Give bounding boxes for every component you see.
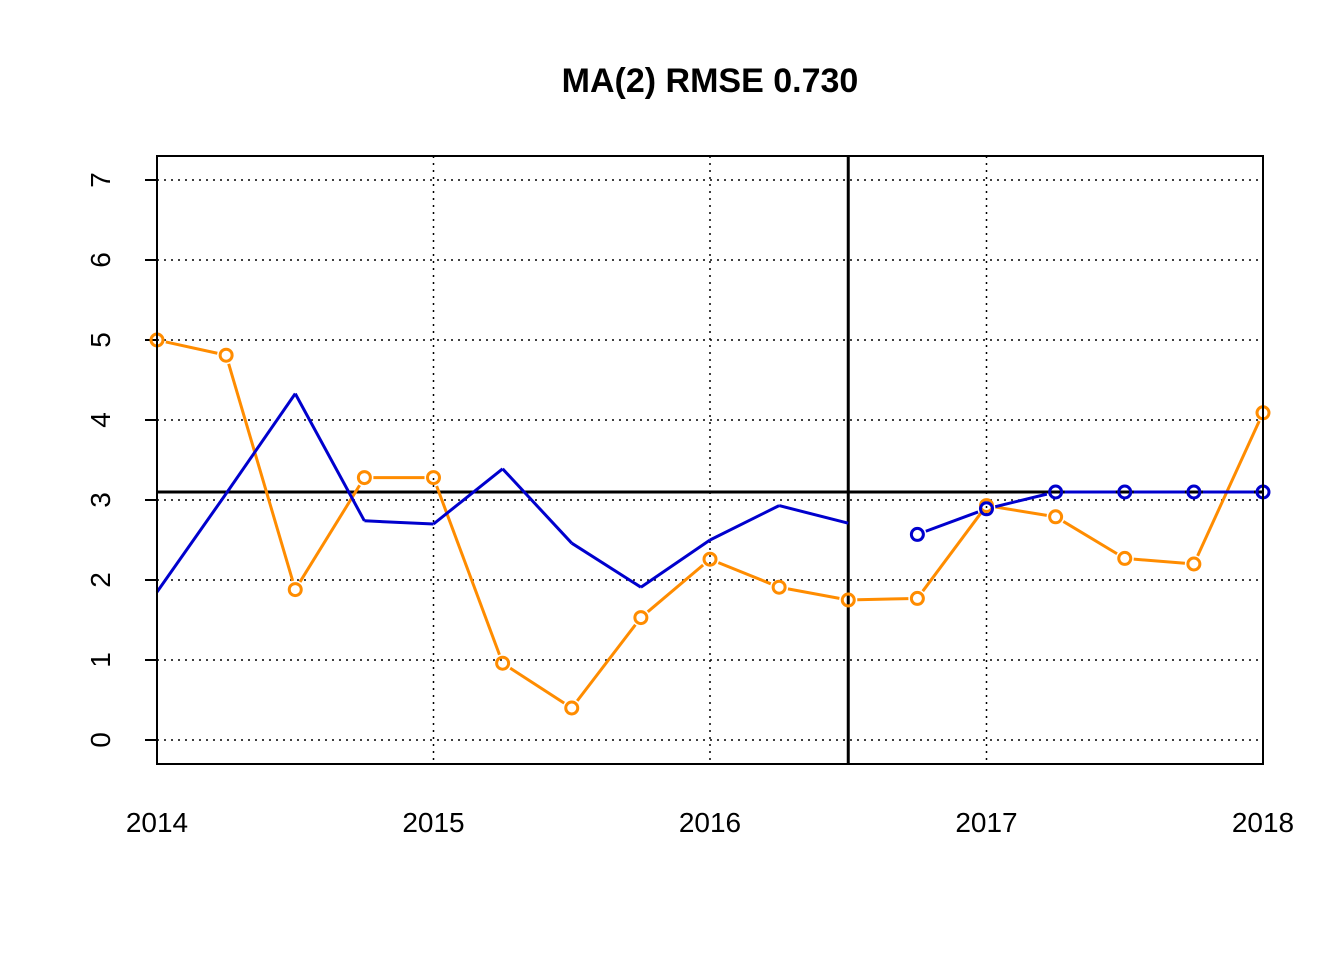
series-0-point bbox=[702, 551, 718, 567]
series-0-segment bbox=[576, 623, 637, 702]
series-2-line bbox=[925, 490, 1254, 533]
y-tick-label: 7 bbox=[85, 172, 116, 188]
series-0-points bbox=[149, 332, 1271, 716]
series-0-segment bbox=[787, 587, 840, 600]
x-tick-label: 2016 bbox=[679, 807, 741, 838]
series-1-segment bbox=[432, 467, 504, 526]
grid bbox=[156, 156, 1264, 764]
series-0-point bbox=[287, 582, 303, 598]
series-2-segment bbox=[925, 510, 979, 533]
series-2-point bbox=[1117, 484, 1133, 500]
series-1-segment bbox=[293, 392, 366, 522]
y-tick-label: 3 bbox=[85, 492, 116, 508]
x-tick-label: 2015 bbox=[402, 807, 464, 838]
series-0-segment bbox=[509, 666, 566, 705]
series-0-segment bbox=[1062, 520, 1118, 556]
series-1-segment bbox=[364, 519, 434, 526]
series-0-point bbox=[1186, 556, 1202, 572]
series-1-segment bbox=[501, 467, 573, 545]
series-group bbox=[149, 332, 1271, 716]
series-0-segment bbox=[717, 561, 772, 586]
series-0-line bbox=[165, 340, 1261, 705]
series-0-segment bbox=[1133, 557, 1186, 565]
series-0-point bbox=[426, 470, 441, 486]
y-tick-label: 4 bbox=[85, 412, 116, 428]
series-0-segment bbox=[921, 511, 983, 593]
series-0-segment bbox=[435, 485, 501, 656]
x-tick-label: 2017 bbox=[955, 807, 1017, 838]
series-1-segment bbox=[224, 392, 297, 495]
series-0-point bbox=[840, 592, 856, 608]
y-tick-label: 2 bbox=[85, 572, 116, 588]
series-0-segment bbox=[857, 597, 909, 602]
series-0-segment bbox=[646, 563, 705, 613]
y-tick-label: 5 bbox=[85, 332, 116, 348]
series-0-point bbox=[495, 655, 511, 671]
x-tick-label: 2018 bbox=[1232, 807, 1294, 838]
series-0-point bbox=[218, 347, 234, 363]
series-1-line bbox=[155, 392, 849, 593]
series-1-segment bbox=[778, 504, 849, 525]
series-0-point bbox=[771, 579, 787, 595]
series-2-segment bbox=[994, 492, 1048, 509]
x-axis-ticks: 2014 2015 2016 2017 2018 bbox=[126, 807, 1294, 838]
series-2-point bbox=[979, 501, 994, 517]
series-1-segment bbox=[155, 492, 228, 593]
series-0-segment bbox=[1196, 420, 1261, 557]
series-0-point bbox=[633, 610, 649, 626]
plot-frame bbox=[156, 155, 1264, 765]
series-0-point bbox=[1048, 509, 1064, 525]
y-tick-label: 1 bbox=[85, 652, 116, 668]
series-0-point bbox=[1117, 550, 1133, 566]
y-tick-label: 6 bbox=[85, 252, 116, 268]
series-2-points bbox=[909, 484, 1271, 542]
series-1-segment bbox=[570, 541, 642, 589]
series-0-segment bbox=[995, 505, 1047, 517]
series-0-point bbox=[564, 700, 580, 716]
series-2-point bbox=[1186, 484, 1202, 500]
series-2-point bbox=[909, 526, 925, 542]
series-0-segment bbox=[298, 484, 361, 583]
chart-title: MA(2) RMSE 0.730 bbox=[562, 62, 859, 100]
x-tick-label: 2014 bbox=[126, 807, 188, 838]
series-0-segment bbox=[227, 363, 295, 582]
series-1-segment bbox=[640, 538, 711, 589]
series-0-point bbox=[909, 590, 925, 606]
y-axis-ticks: 0 1 2 3 4 5 6 7 bbox=[85, 172, 157, 748]
y-tick-label: 0 bbox=[85, 732, 116, 748]
series-0-point bbox=[356, 470, 372, 486]
series-0-segment bbox=[165, 340, 218, 355]
series-2-point bbox=[1048, 484, 1064, 500]
series-1-segment bbox=[709, 504, 780, 542]
